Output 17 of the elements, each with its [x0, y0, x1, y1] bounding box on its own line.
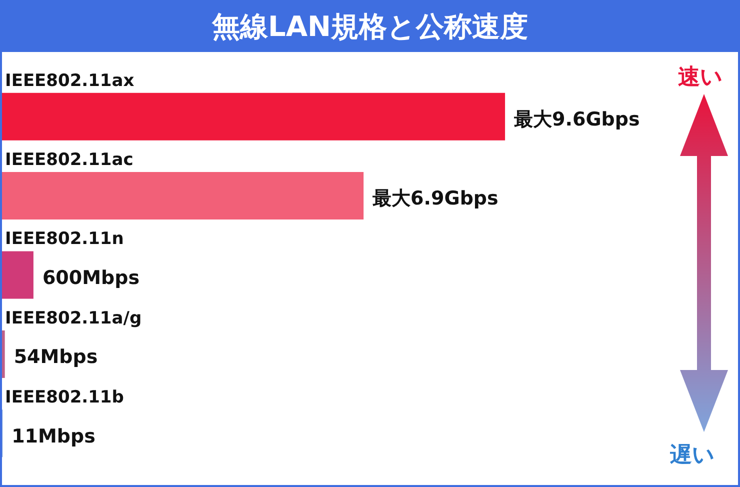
- data-label: 最大6.9Gbps: [372, 188, 498, 210]
- chart-title: 無線LAN規格と公称速度: [2, 2, 738, 52]
- data-label: 600Mbps: [42, 266, 140, 289]
- data-label: 54Mbps: [14, 346, 98, 368]
- bar: [2, 330, 5, 378]
- y-tick-label: IEEE802.11ac: [5, 150, 134, 170]
- text: 遅い: [670, 442, 715, 470]
- y-tick-label: IEEE802.11n: [5, 229, 124, 250]
- bar: [2, 172, 364, 220]
- bar: [2, 92, 506, 140]
- y-tick-label: IEEE802.11a/g: [5, 308, 142, 328]
- data-label: 最大9.6Gbps: [513, 108, 640, 131]
- bar: [2, 251, 34, 299]
- y-tick-label: IEEE802.11b: [5, 388, 124, 408]
- data-label: 11Mbps: [12, 425, 96, 448]
- text: 速い: [678, 64, 723, 92]
- y-tick-label: IEEE802.11ax: [5, 70, 134, 91]
